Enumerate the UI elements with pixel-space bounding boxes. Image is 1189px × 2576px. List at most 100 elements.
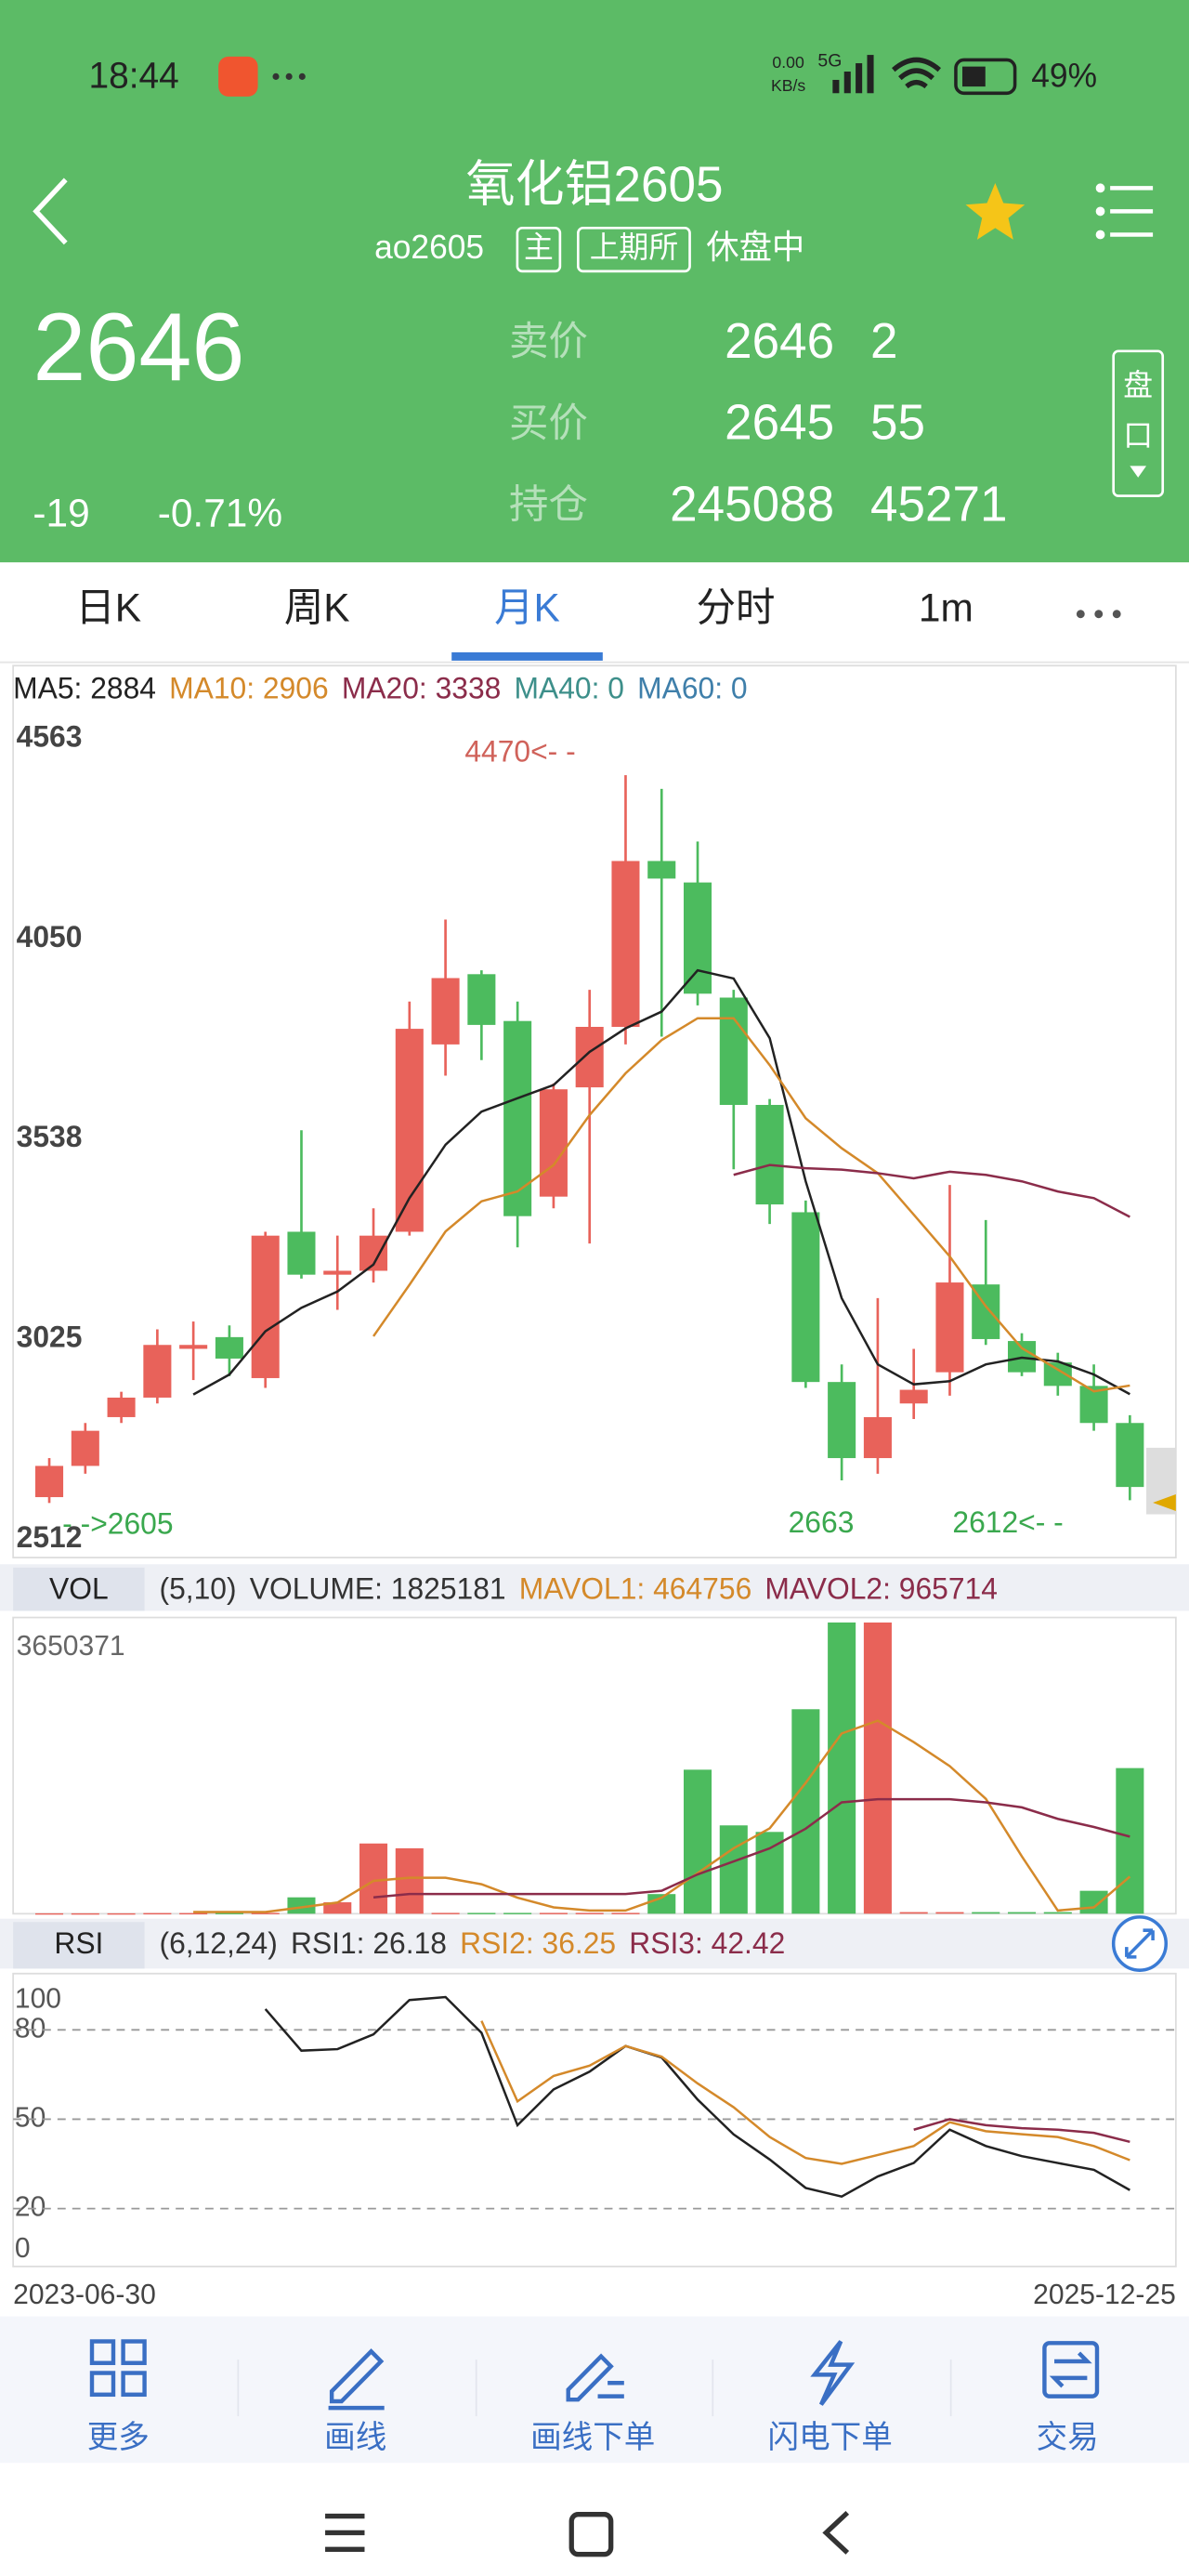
y-tick-label: 4563 — [17, 719, 83, 753]
candle-body — [35, 1465, 64, 1498]
book-qty: 45271 — [870, 477, 1007, 532]
book-qty: 55 — [870, 395, 925, 450]
nav-back[interactable] — [822, 2510, 850, 2555]
back-button[interactable] — [33, 177, 68, 245]
tabs: 日K 周K 月K 分时 1m — [75, 585, 973, 661]
indicator-line — [913, 2118, 1130, 2144]
tab-indicator — [451, 651, 603, 661]
signal-icon — [832, 55, 874, 94]
volume-bar — [899, 1912, 928, 1914]
toolbar-item[interactable]: 交易 — [1037, 2420, 1099, 2455]
tab[interactable]: 日K — [75, 585, 141, 630]
nav-home[interactable] — [568, 2512, 614, 2557]
rsi-tab[interactable] — [13, 1922, 145, 1969]
toolbar: 更多 画线 画线下单 闪电下单 交易 — [87, 2420, 1099, 2455]
legend-entry: MA40: 0 — [515, 671, 624, 704]
vol-panel — [12, 1616, 1177, 1915]
candle-body — [719, 997, 748, 1105]
volume-bar — [828, 1622, 856, 1914]
volume-bar — [431, 1912, 460, 1914]
battery-text: 49% — [1031, 57, 1097, 94]
candle-body — [287, 1231, 316, 1275]
volume-bar — [539, 1912, 568, 1914]
tab-bar — [0, 562, 1189, 663]
indicator-line — [264, 1995, 1130, 2199]
vol-tab[interactable] — [13, 1567, 145, 1611]
tag-box — [576, 226, 691, 273]
tab[interactable]: 周K — [284, 585, 350, 630]
tab[interactable]: 1m — [919, 585, 973, 630]
toolbar-bg — [0, 2316, 1189, 2464]
y-tick-label: 20 — [15, 2191, 46, 2222]
candle-body — [863, 1416, 892, 1459]
system-nav — [325, 2510, 850, 2557]
title: 氧化铝2605 — [465, 157, 723, 212]
y-tick-label: 3650371 — [17, 1631, 125, 1662]
favorite-star[interactable] — [965, 182, 1026, 240]
candle-body — [647, 861, 676, 879]
candle-body — [539, 1089, 568, 1197]
tab[interactable]: 分时 — [697, 585, 776, 630]
more-tabs[interactable] — [1076, 610, 1121, 619]
indicator-line — [480, 2020, 1130, 2165]
y-tick-label: 50 — [15, 2102, 46, 2133]
volume-bar — [395, 1847, 424, 1914]
tag: 上期所 — [590, 230, 678, 264]
candle-body — [323, 1270, 352, 1275]
wifi-icon — [892, 57, 941, 89]
expand-icon — [1125, 1928, 1155, 1959]
candle-body — [755, 1104, 784, 1205]
candle-body — [791, 1212, 820, 1383]
candle-body — [179, 1345, 208, 1349]
menu-button[interactable] — [1095, 183, 1154, 240]
rsi-header-bg — [0, 1918, 1189, 1969]
toolbar-item[interactable]: 画线 — [324, 2420, 386, 2455]
network: 5G — [817, 50, 842, 71]
volume-bar — [972, 1912, 1000, 1914]
volume-bar — [71, 1912, 99, 1915]
side-button-label: 盘 — [1123, 369, 1153, 402]
toolbar-item[interactable]: 闪电下单 — [768, 2420, 893, 2455]
book-price: 245088 — [670, 477, 834, 532]
legend-entry: MAVOL2: 965714 — [764, 1571, 998, 1605]
candle-body — [215, 1336, 243, 1359]
dot — [272, 72, 280, 80]
net-unit: KB/s — [771, 76, 805, 95]
candle-body — [395, 1029, 424, 1232]
y-tick-label: 2512 — [17, 1520, 83, 1554]
volume-bar — [251, 1912, 280, 1914]
volume-bar — [1079, 1890, 1108, 1914]
volume-bar — [1116, 1768, 1144, 1914]
app-icon — [218, 56, 258, 97]
order-book: 卖价 2646 2 买价 2645 55 持仓 245088 45271 — [509, 314, 1007, 532]
annotation: - ->2605 — [62, 1506, 173, 1540]
toolbar-item[interactable]: 画线下单 — [530, 2420, 655, 2455]
volume-bar — [719, 1825, 748, 1914]
legend-entry: MA60: 0 — [637, 671, 747, 704]
y-tick-label: 80 — [15, 2013, 46, 2044]
indicator-line — [733, 1163, 1130, 1218]
indicator-title[interactable]: RSI — [54, 1926, 103, 1960]
y-tick-label: 0 — [15, 2233, 31, 2264]
legend-entry: RSI1: 26.18 — [291, 1926, 447, 1960]
volume-bar — [863, 1622, 892, 1914]
book-qty: 2 — [870, 314, 897, 369]
candle-body — [899, 1389, 928, 1404]
volume-bar — [359, 1843, 388, 1914]
plots: 4563 4050 3538 3025 2512 MA5: 2884 MA10: 2906 M… — [13, 671, 1176, 2264]
volume-bar — [935, 1912, 964, 1914]
candle-body — [611, 861, 640, 1027]
battery-level — [962, 66, 986, 87]
last-price: 2646 — [33, 293, 244, 401]
volume-bar — [1043, 1912, 1072, 1914]
volume-bar — [647, 1894, 676, 1914]
side-button[interactable] — [1112, 349, 1165, 497]
book-label: 持仓 — [509, 482, 588, 527]
legend-entry: RSI2: 36.25 — [460, 1926, 616, 1960]
nav-menu[interactable] — [325, 2513, 365, 2553]
toolbar-item[interactable]: 更多 — [87, 2420, 150, 2455]
end-date: 2025-12-25 — [1033, 2280, 1176, 2310]
indicator-title[interactable]: VOL — [49, 1571, 109, 1605]
indicator-params: (6,12,24) — [159, 1926, 277, 1960]
tab[interactable]: 月K — [494, 585, 560, 630]
